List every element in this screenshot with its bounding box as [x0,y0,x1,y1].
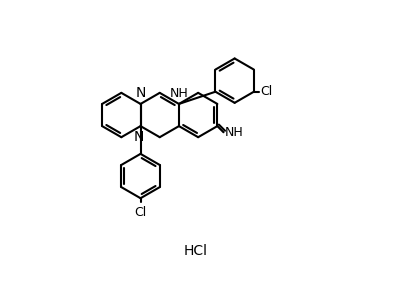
Text: N: N [134,130,144,144]
Text: N: N [135,86,146,100]
Text: Cl: Cl [261,85,273,98]
Text: NH: NH [169,87,188,100]
Text: Cl: Cl [134,206,147,219]
Text: NH: NH [225,126,243,139]
Text: HCl: HCl [183,244,207,257]
